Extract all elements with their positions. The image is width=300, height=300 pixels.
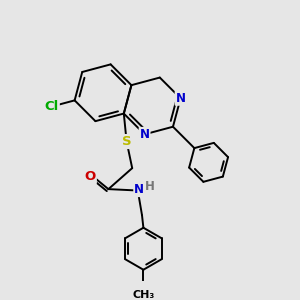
Text: O: O <box>85 170 96 183</box>
Text: N: N <box>176 92 186 105</box>
Text: S: S <box>122 135 131 148</box>
Text: Cl: Cl <box>44 100 59 113</box>
Text: N: N <box>140 128 150 141</box>
Text: N: N <box>134 183 144 196</box>
Text: H: H <box>145 180 154 193</box>
Text: CH₃: CH₃ <box>132 290 154 300</box>
